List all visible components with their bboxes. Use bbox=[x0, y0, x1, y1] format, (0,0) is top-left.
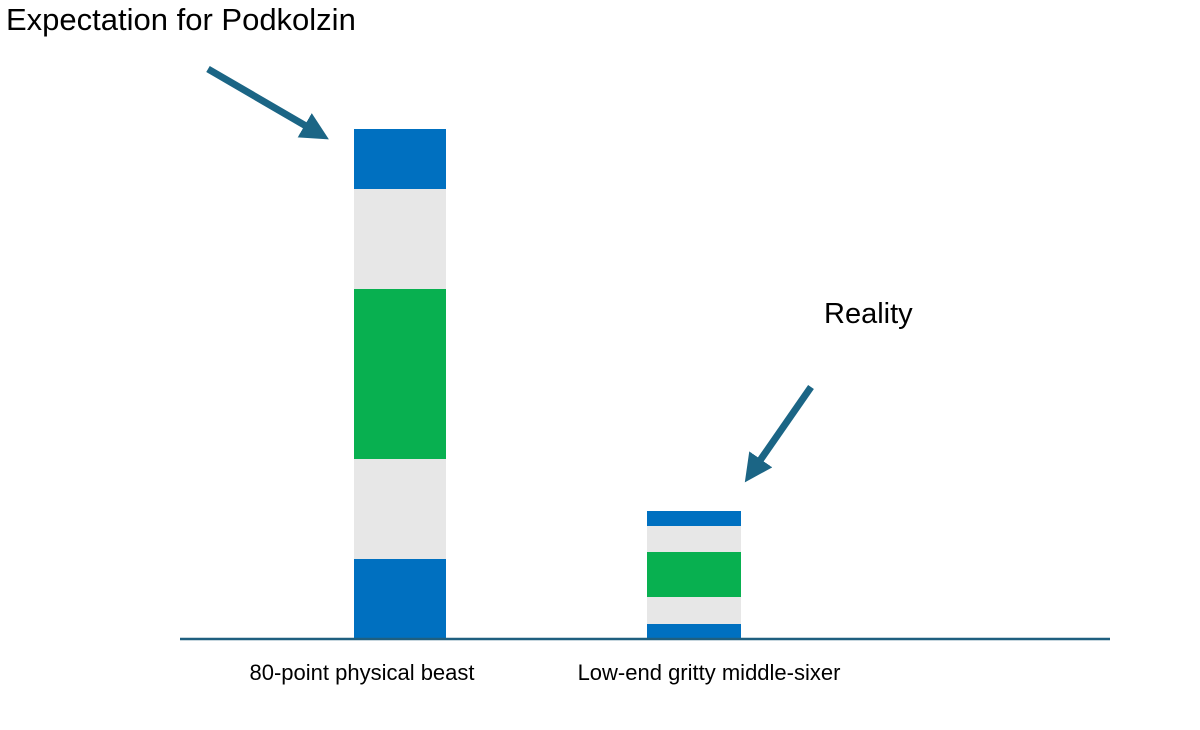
category-label-reality: Low-end gritty middle-sixer bbox=[577, 660, 841, 685]
bar-segment-1-5 bbox=[354, 129, 446, 189]
bar-segment-1-3 bbox=[354, 289, 446, 459]
bar-segment-2-4 bbox=[647, 526, 741, 552]
annotation-expectation: Expectation for Podkolzin bbox=[6, 2, 356, 37]
bar-segment-2-5 bbox=[647, 511, 741, 526]
bar-segment-1-4 bbox=[354, 189, 446, 289]
annotation-reality: Reality bbox=[824, 298, 913, 330]
reality-arrow bbox=[744, 385, 814, 483]
expectation-arrow bbox=[206, 65, 329, 140]
bar-segment-1-2 bbox=[354, 459, 446, 559]
bar-segment-1-1 bbox=[354, 559, 446, 639]
bar-group bbox=[354, 129, 741, 639]
category-label-expectation: 80-point physical beast bbox=[249, 660, 475, 685]
bar-segment-2-1 bbox=[647, 624, 741, 639]
bar-segment-2-2 bbox=[647, 597, 741, 624]
bar-segment-2-3 bbox=[647, 552, 741, 597]
